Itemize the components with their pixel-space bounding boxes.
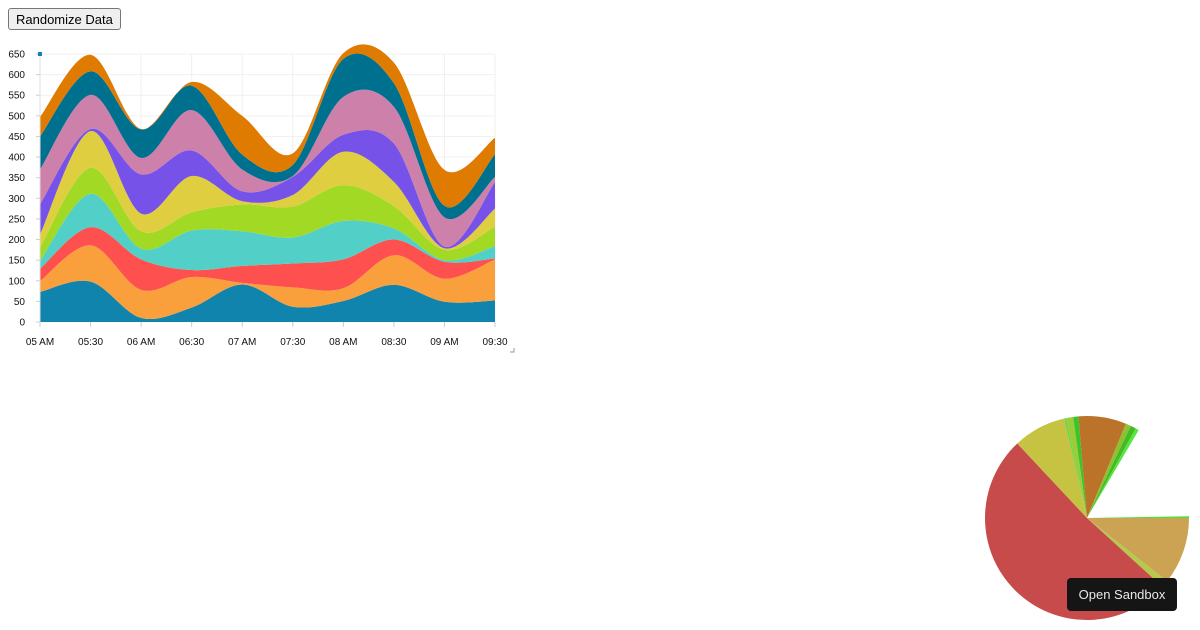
pie-slice-7[interactable] — [1073, 416, 1087, 518]
pie-slice-4[interactable] — [1017, 418, 1087, 518]
area-series-5[interactable] — [40, 167, 495, 261]
pie-slice-12[interactable] — [1087, 430, 1189, 518]
y-tick-label: 200 — [8, 235, 25, 246]
legend-marker — [38, 52, 42, 56]
resize-handle[interactable] — [510, 348, 515, 353]
pie-slice-6[interactable] — [1066, 416, 1087, 518]
x-tick-label: 05:30 — [78, 337, 103, 348]
area-series-1[interactable] — [40, 280, 495, 322]
area-series-3[interactable] — [40, 227, 495, 291]
x-tick-label: 07:30 — [280, 337, 305, 348]
pie-slice-5[interactable] — [1064, 418, 1087, 518]
y-tick-label: 0 — [19, 318, 25, 329]
area-series-8[interactable] — [40, 89, 495, 248]
open-sandbox-button[interactable]: Open Sandbox — [1067, 578, 1177, 611]
x-axis: 05 AM 05:30 06 AM 06:30 07 AM 07:30 08 AM 08:30… — [26, 322, 508, 348]
y-tick-label: 550 — [8, 91, 25, 102]
y-tick-label: 500 — [8, 111, 25, 122]
y-axis: 0 50 100 150 200 250 300 350 400 450 500 550 600 650 — [8, 50, 41, 329]
y-tick-label: 450 — [8, 132, 25, 143]
pie-slice-13[interactable] — [1087, 516, 1189, 518]
pie-slice-10[interactable] — [1087, 425, 1136, 518]
y-tick-label: 50 — [14, 297, 26, 308]
pie-slice-1[interactable] — [1087, 518, 1189, 582]
area-series-2[interactable] — [40, 245, 495, 320]
y-tick-label: 300 — [8, 194, 25, 205]
x-tick-label: 05 AM — [26, 337, 54, 348]
y-tick-label: 100 — [8, 276, 25, 287]
y-tick-label: 150 — [8, 256, 25, 267]
pie-chart — [984, 416, 1189, 621]
area-series-6[interactable] — [40, 130, 495, 251]
pie-slice-2[interactable] — [1087, 518, 1168, 587]
y-tick-label: 250 — [8, 214, 25, 225]
x-tick-label: 06 AM — [127, 337, 155, 348]
pie-slice-8[interactable] — [1078, 416, 1126, 518]
stacked-area-chart: 050100150200250300350400450500550600650 … — [8, 44, 515, 353]
pie-slice-9[interactable] — [1087, 423, 1131, 518]
y-tick-label: 600 — [8, 70, 25, 81]
area-series-4[interactable] — [40, 193, 495, 271]
y-tick-label: 350 — [8, 173, 25, 184]
x-tick-label: 09:30 — [482, 337, 507, 348]
x-tick-label: 08:30 — [381, 337, 406, 348]
y-tick-label: 650 — [8, 50, 25, 61]
x-tick-label: 07 AM — [228, 337, 256, 348]
randomize-data-button[interactable]: Randomize Data — [8, 8, 121, 30]
area-series-9[interactable] — [40, 53, 495, 220]
x-tick-label: 06:30 — [179, 337, 204, 348]
area-series-10[interactable] — [40, 44, 495, 208]
y-tick-label: 400 — [8, 153, 25, 164]
x-tick-label: 08 AM — [329, 337, 357, 348]
x-tick-label: 09 AM — [430, 337, 458, 348]
areas — [40, 44, 495, 322]
pie-slice-11[interactable] — [1087, 428, 1139, 518]
pie-slice-3[interactable] — [984, 443, 1163, 621]
area-series-7[interactable] — [40, 128, 495, 249]
